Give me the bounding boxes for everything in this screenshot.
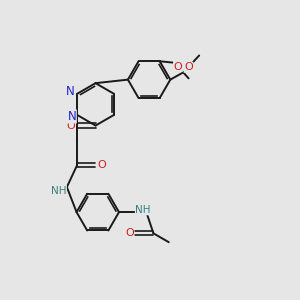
Text: N: N [68, 110, 76, 123]
Text: O: O [66, 121, 75, 130]
Text: NH: NH [135, 205, 151, 215]
Text: O: O [184, 62, 193, 72]
Text: NH: NH [51, 186, 66, 196]
Text: O: O [125, 228, 134, 238]
Text: O: O [174, 61, 182, 72]
Text: N: N [66, 85, 75, 98]
Text: O: O [97, 160, 106, 170]
